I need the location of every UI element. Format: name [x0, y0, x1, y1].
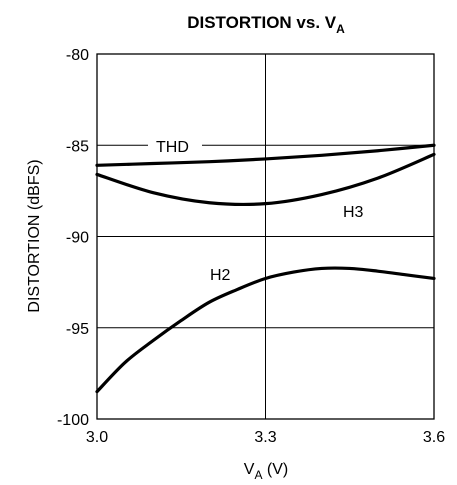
series-line-h2: [95, 266, 436, 394]
series-label-group: THD H3 H2: [148, 136, 364, 284]
x-tick-label: 3.0: [86, 429, 108, 446]
series-lines: [95, 143, 436, 394]
grid: [97, 54, 434, 419]
x-axis-title-main: V: [244, 461, 255, 478]
series-label-thd: THD: [156, 139, 189, 156]
x-axis-title: VA (V): [244, 461, 288, 482]
y-tick-label: -95: [66, 321, 89, 338]
series-label-h2: H2: [210, 267, 231, 284]
chart-title-subscript: A: [336, 22, 345, 36]
x-tick-labels: 3.0 3.3 3.6: [86, 429, 445, 446]
series-line-thd: [95, 143, 436, 167]
y-tick-labels: -80 -85 -90 -95 -100: [57, 47, 89, 429]
series-label-h3: H3: [343, 204, 364, 221]
chart-title-main: DISTORTION vs. V: [187, 13, 337, 32]
y-tick-label: -80: [66, 47, 89, 64]
series-line-h3: [95, 152, 436, 207]
chart-title: DISTORTION vs. VA: [187, 13, 345, 36]
x-tick-label: 3.6: [423, 429, 445, 446]
x-axis-title-unit: (V): [262, 461, 288, 478]
y-axis-title: DISTORTION (dBFS): [26, 159, 43, 312]
x-axis-title-subscript: A: [254, 468, 262, 482]
y-tick-label: -85: [66, 138, 89, 155]
thd-label-background: [148, 136, 202, 154]
plot-frame: [96, 53, 435, 420]
x-tick-label: 3.3: [254, 429, 276, 446]
y-tick-label: -100: [57, 412, 89, 429]
y-tick-label: -90: [66, 230, 89, 247]
